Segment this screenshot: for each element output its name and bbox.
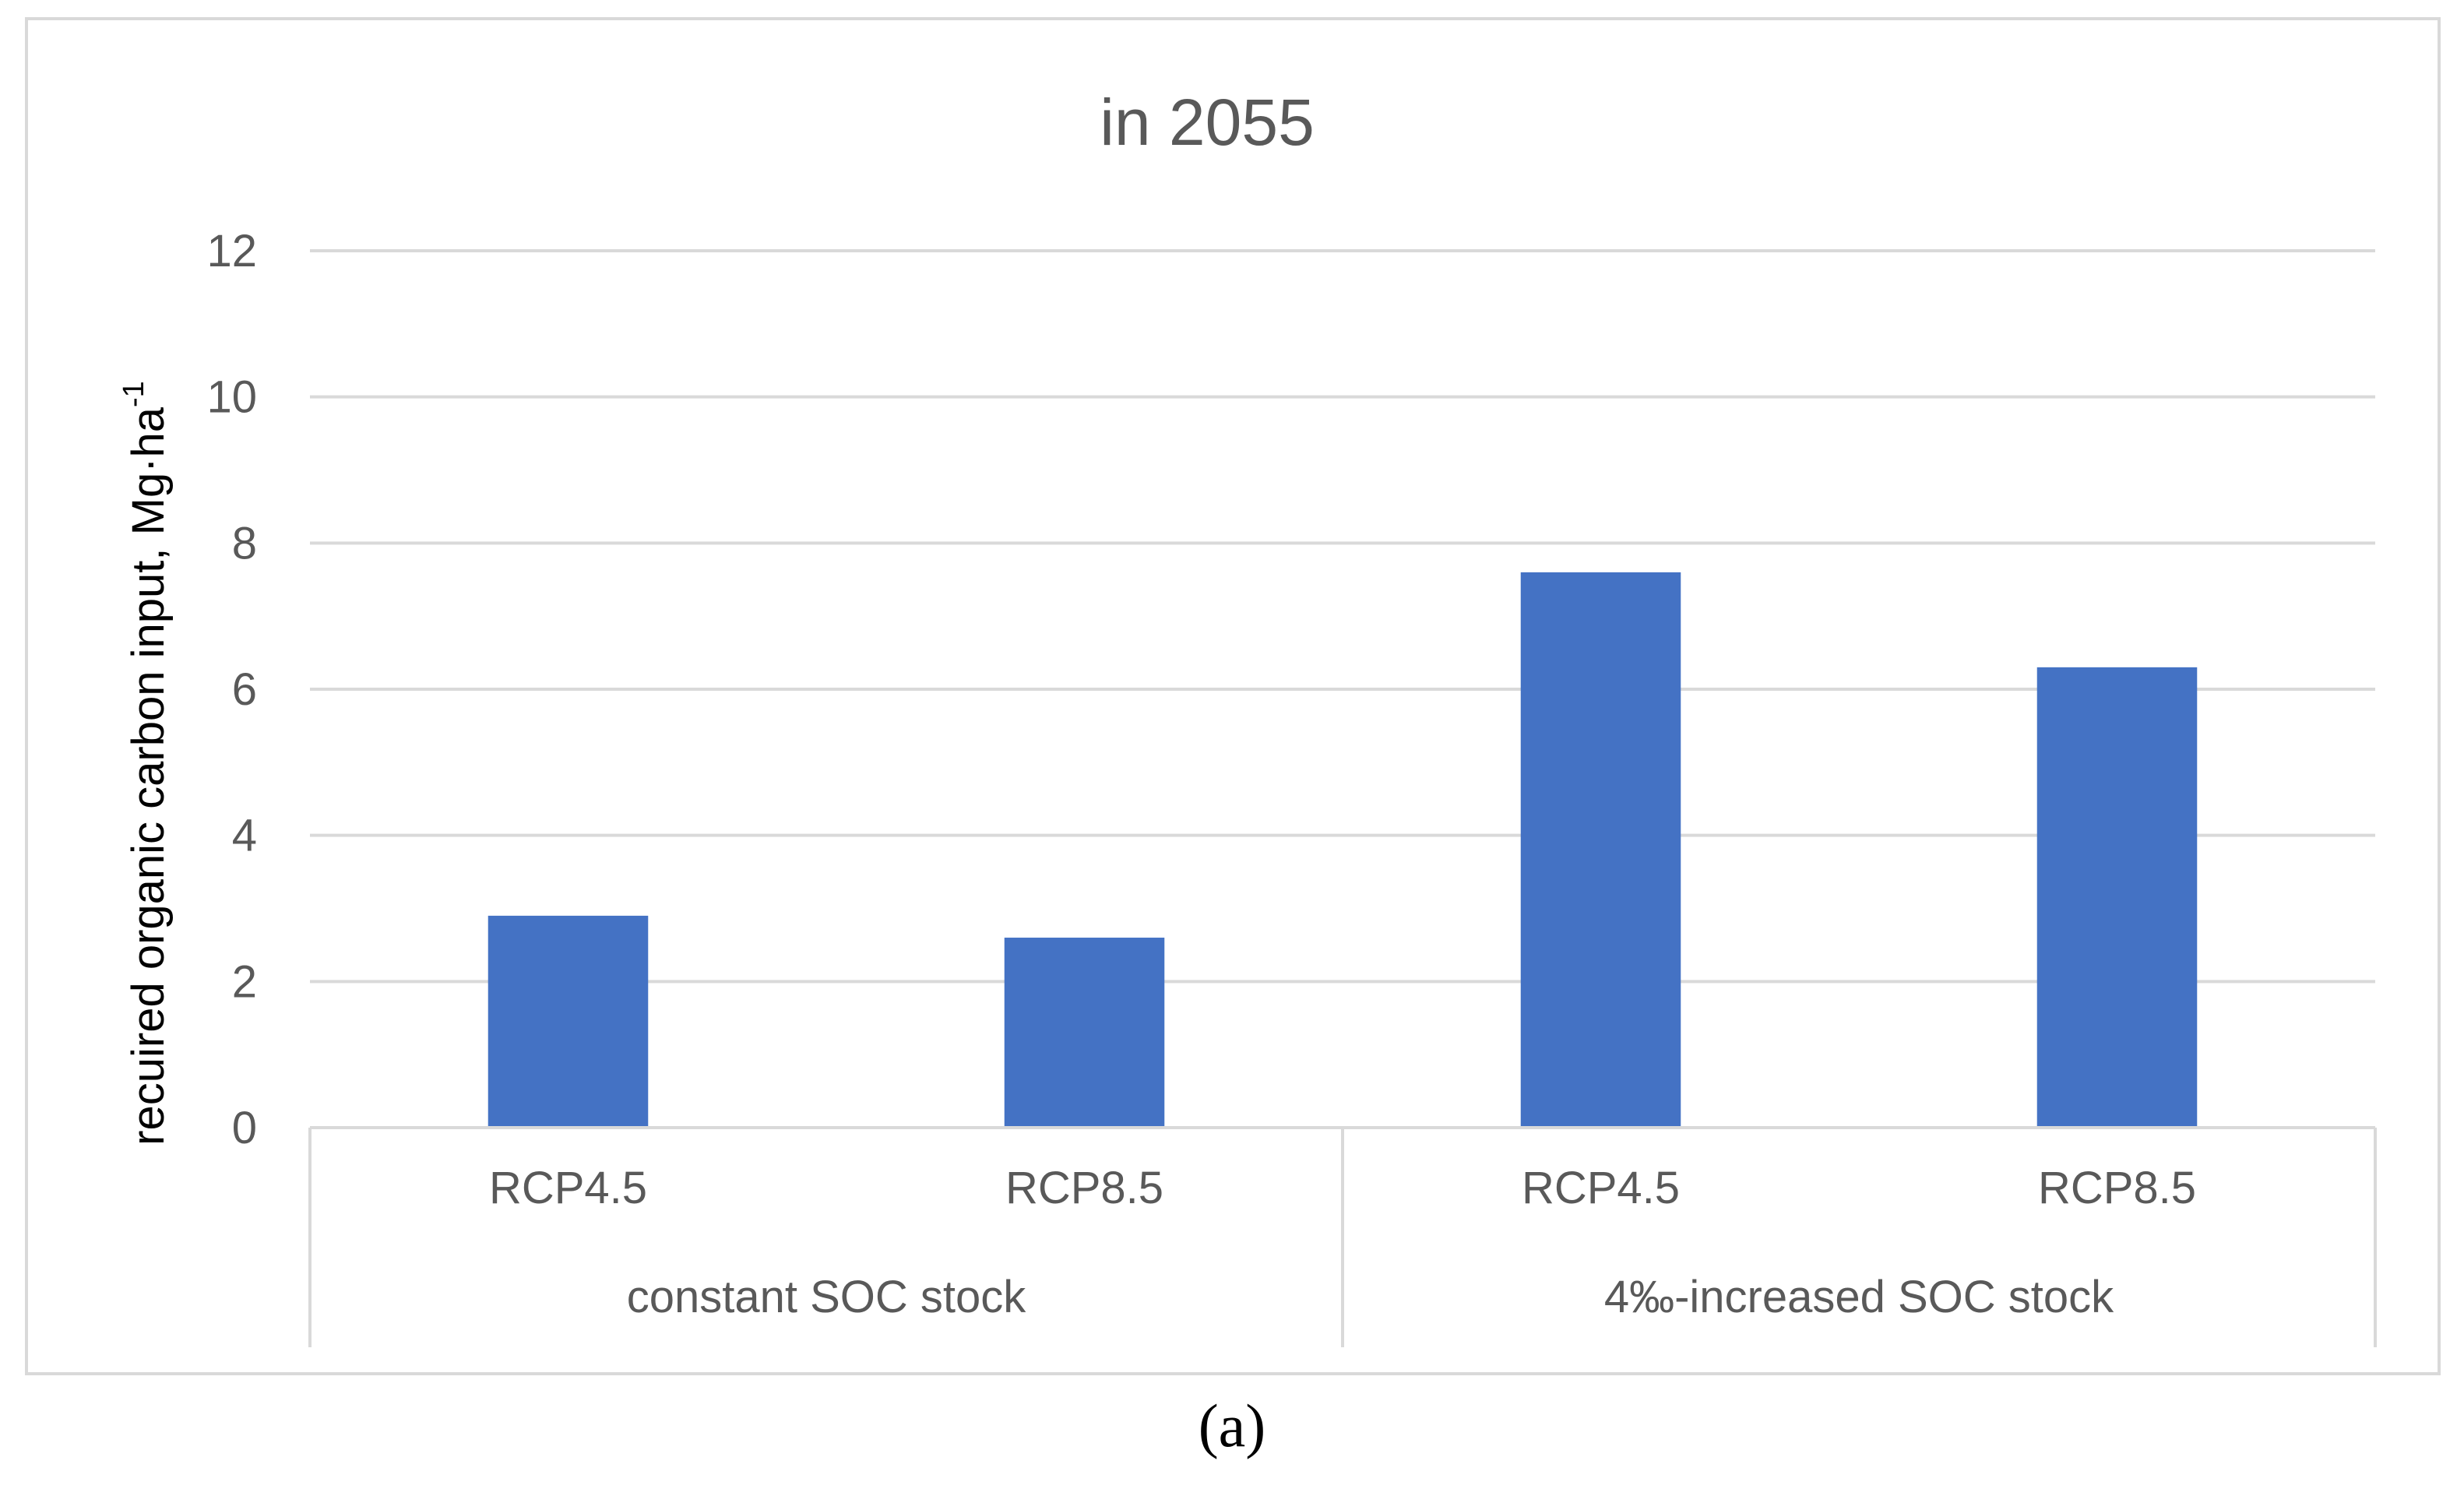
- y-axis-label-superscript: -1: [118, 381, 150, 407]
- figure-caption: (a): [1198, 1392, 1266, 1459]
- bar: [1004, 938, 1165, 1128]
- bar: [1520, 572, 1681, 1128]
- y-tick-label: 2: [232, 956, 257, 1007]
- bar-chart: in 2055 recuired organic carbon input, M…: [118, 86, 2377, 1347]
- group-label: constant SOC stock: [627, 1272, 1027, 1322]
- y-tick-label: 12: [206, 226, 257, 276]
- axes: [308, 1126, 2377, 1347]
- chart-labels: in 2055 recuired organic carbon input, M…: [118, 86, 2196, 1322]
- y-tick-label: 6: [232, 664, 257, 715]
- y-axis-label: recuired organic carbon input, Mg·ha-1: [118, 381, 174, 1146]
- group-label: 4‰-increased SOC stock: [1604, 1272, 2114, 1322]
- y-tick-label: 10: [206, 372, 257, 423]
- y-tick-label: 4: [232, 811, 257, 861]
- category-label: RCP8.5: [2038, 1163, 2196, 1213]
- y-axis-label-main: recuired organic carbon input, Mg·ha: [123, 407, 174, 1146]
- category-label: RCP4.5: [489, 1163, 647, 1213]
- y-tick-label: 0: [232, 1103, 257, 1153]
- bar: [488, 915, 649, 1128]
- category-label: RCP8.5: [1005, 1163, 1163, 1213]
- bars: [488, 572, 2198, 1128]
- category-label: RCP4.5: [1522, 1163, 1680, 1213]
- y-tick-label: 8: [232, 518, 257, 568]
- bar: [2036, 667, 2198, 1128]
- grid-lines: [310, 249, 2375, 984]
- chart-title: in 2055: [1100, 86, 1315, 159]
